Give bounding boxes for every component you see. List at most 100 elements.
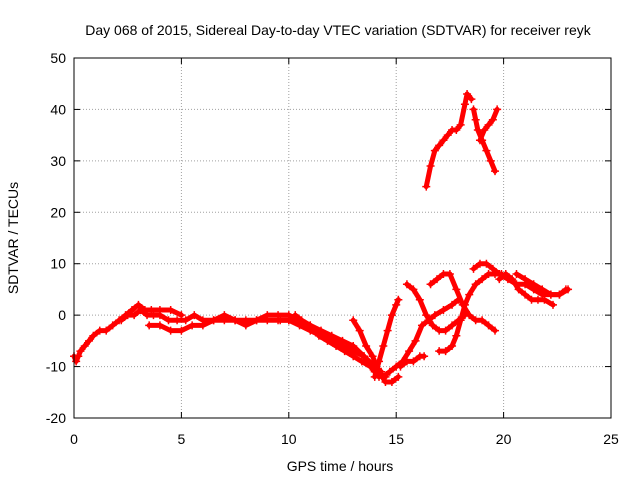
data-point: [409, 285, 418, 294]
data-point: [314, 331, 323, 340]
data-point: [422, 182, 431, 191]
data-point: [102, 326, 111, 335]
data-point: [439, 136, 448, 145]
data-point: [484, 321, 493, 330]
data-point: [445, 270, 454, 278]
data-point: [357, 357, 366, 366]
data-point: [349, 316, 358, 325]
y-tick-label: -20: [46, 410, 66, 426]
data-point: [72, 357, 81, 366]
data-point: [166, 326, 175, 335]
series-track-h: [402, 280, 469, 335]
data-point: [465, 290, 474, 299]
data-point: [136, 306, 145, 314]
y-axis-label: SDTVAR / TECUs: [5, 182, 21, 294]
y-tick-label: 10: [50, 256, 66, 272]
data-point: [417, 321, 426, 330]
x-axis-label: GPS time / hours: [287, 458, 394, 474]
data-point: [488, 115, 497, 124]
data-point: [409, 357, 418, 366]
y-tick-label: 40: [50, 101, 66, 117]
series-track-c: [276, 311, 384, 381]
y-tick-label: 30: [50, 153, 66, 169]
data-point: [546, 290, 555, 299]
data-point: [190, 311, 199, 320]
data-point: [181, 316, 190, 325]
data-point: [241, 321, 250, 330]
series-track-l: [495, 270, 558, 309]
data-series: [70, 90, 573, 386]
data-point: [362, 342, 371, 350]
data-point: [488, 264, 497, 273]
data-point: [379, 342, 388, 350]
data-point: [555, 290, 564, 299]
grid-lines: [74, 58, 611, 418]
data-point: [460, 300, 469, 309]
data-point: [478, 275, 487, 284]
series-line: [380, 297, 461, 380]
data-point: [521, 290, 530, 299]
data-point: [460, 100, 469, 109]
y-tick-label: 0: [58, 307, 66, 323]
data-point: [177, 326, 186, 335]
data-point: [297, 316, 306, 325]
data-point: [385, 367, 394, 376]
data-point: [332, 342, 341, 350]
data-point: [366, 362, 375, 371]
data-point: [145, 321, 154, 330]
data-point: [394, 295, 403, 304]
y-tick-label: 50: [50, 50, 66, 66]
data-point: [480, 126, 489, 134]
data-point: [433, 275, 442, 284]
data-point: [89, 331, 98, 340]
data-point: [396, 362, 405, 371]
data-point: [441, 326, 450, 335]
data-point: [448, 300, 457, 309]
data-point: [387, 378, 396, 386]
data-point: [435, 141, 444, 150]
data-point: [349, 352, 358, 361]
data-point: [134, 300, 143, 309]
data-point: [501, 270, 510, 278]
data-point: [387, 311, 396, 320]
data-point: [155, 311, 164, 320]
data-point: [426, 162, 435, 170]
x-tick-label: 25: [603, 431, 619, 447]
data-point: [209, 316, 218, 325]
data-point: [76, 347, 85, 356]
data-point: [441, 347, 450, 356]
data-point: [493, 105, 502, 114]
data-point: [521, 275, 530, 284]
data-point: [529, 280, 538, 289]
series-track-e: [370, 295, 403, 381]
data-point: [252, 316, 261, 325]
data-point: [108, 321, 117, 330]
data-point: [471, 115, 480, 124]
x-tick-label: 0: [70, 431, 78, 447]
data-point: [428, 321, 437, 330]
data-point: [512, 270, 521, 278]
series-track-g: [396, 352, 429, 371]
data-point: [379, 372, 388, 381]
data-point: [430, 146, 439, 155]
data-point: [475, 136, 484, 145]
data-point: [276, 316, 285, 325]
data-point: [484, 120, 493, 129]
data-point: [469, 105, 478, 114]
data-point: [422, 311, 431, 320]
data-point: [491, 326, 500, 335]
data-point: [155, 321, 164, 330]
data-point: [448, 321, 457, 330]
data-point: [188, 321, 197, 330]
chart-title: Day 068 of 2015, Sidereal Day-to-day VTE…: [85, 22, 591, 38]
data-point: [467, 95, 476, 104]
data-point: [370, 372, 379, 381]
data-point: [426, 280, 435, 289]
series-track-m: [512, 270, 570, 299]
data-point: [540, 295, 549, 304]
data-point: [263, 316, 272, 325]
data-point: [538, 285, 547, 294]
data-point: [306, 321, 315, 330]
data-point: [469, 264, 478, 273]
data-point: [383, 326, 392, 335]
